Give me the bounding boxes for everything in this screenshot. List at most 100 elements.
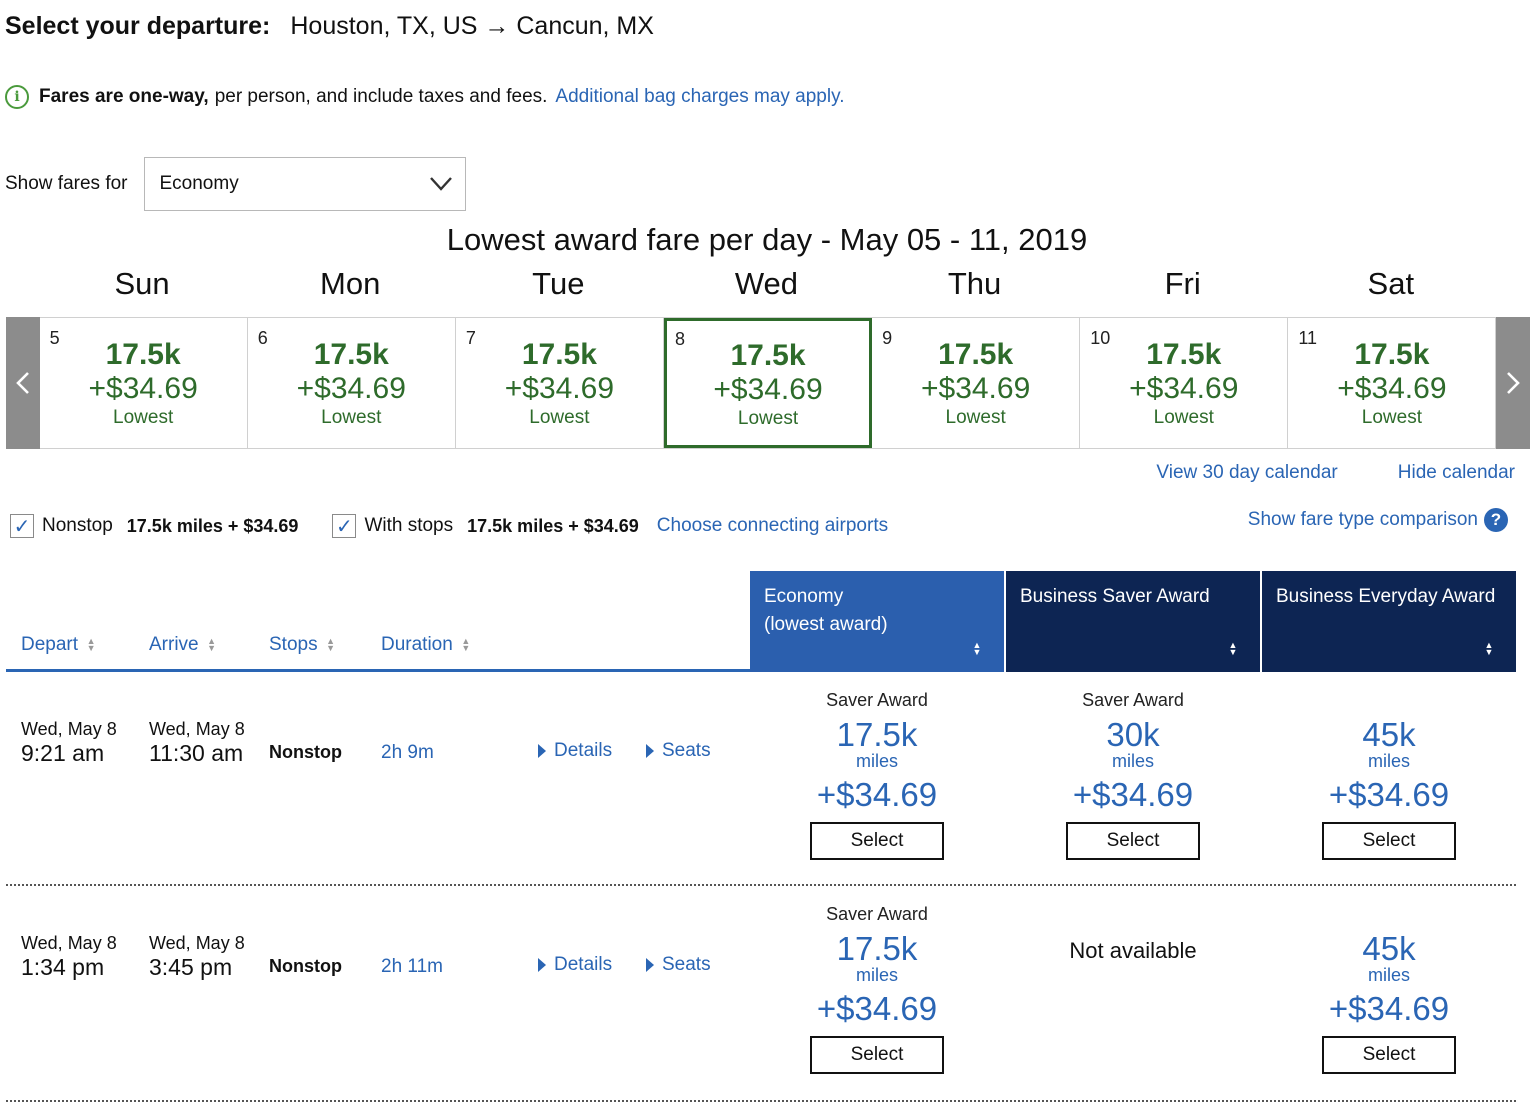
select-button[interactable]: Select xyxy=(1322,822,1456,860)
calendar-days: 5 17.5k +$34.69 Lowest 6 17.5k +$34.69 L… xyxy=(39,317,1497,449)
select-button[interactable]: Select xyxy=(1066,822,1200,860)
select-button[interactable]: Select xyxy=(810,822,944,860)
calendar-title: Lowest award fare per day - May 05 - 11,… xyxy=(446,222,1088,257)
fare-comparison[interactable]: Show fare type comparison ? xyxy=(1248,508,1508,532)
select-button[interactable]: Select xyxy=(810,1036,944,1074)
arrive-header-label: Arrive xyxy=(149,634,199,655)
fare-miles: 30k xyxy=(1106,716,1160,753)
sort-icon: ▲ ▼ xyxy=(1228,640,1238,657)
calendar-day[interactable]: 10 17.5k +$34.69 Lowest xyxy=(1080,318,1289,448)
business-everyday-fare: 45k miles +$34.69 Select xyxy=(1262,886,1516,1074)
calendar-day[interactable]: 6 17.5k +$34.69 Lowest xyxy=(247,318,456,448)
seats-link[interactable]: Seats xyxy=(646,740,711,762)
depart-time: 9:21 am xyxy=(21,740,105,766)
day-number: 7 xyxy=(465,328,476,348)
depart-date: Wed, May 8 xyxy=(21,719,117,739)
with-stops-price: 17.5k miles + $34.69 xyxy=(467,515,639,536)
details-label: Details xyxy=(554,954,613,975)
sort-arrive[interactable]: Arrive ▲ ▼ xyxy=(149,634,217,656)
duration-value: 2h 9m xyxy=(381,742,434,763)
cabin-select[interactable]: Economy xyxy=(143,157,466,211)
triangle-right-icon xyxy=(538,744,546,758)
business-saver-column-header[interactable]: Business Saver Award ▲ ▼ xyxy=(1006,571,1260,672)
notice-text: per person, and include taxes and fees. xyxy=(214,86,548,107)
flight-row: Wed, May 8 1:34 pm Wed, May 8 3:45 pm No… xyxy=(6,886,1516,1102)
business-everyday-fare: 45k miles +$34.69 Select xyxy=(1262,672,1516,860)
day-miles: 17.5k xyxy=(1146,338,1222,371)
details-link[interactable]: Details xyxy=(538,740,612,762)
sort-depart[interactable]: Depart ▲ ▼ xyxy=(21,634,96,656)
calendar-prev-button[interactable] xyxy=(6,317,40,449)
day-name: Fri xyxy=(1164,266,1201,301)
fare-type xyxy=(1262,904,1516,928)
day-number: 8 xyxy=(674,329,685,349)
business-everyday-column-header[interactable]: Business Everyday Award ▲ ▼ xyxy=(1262,571,1516,672)
fare-miles-label: miles xyxy=(1367,965,1410,985)
calendar-day[interactable]: 7 17.5k +$34.69 Lowest xyxy=(455,318,664,448)
stops-header-label: Stops xyxy=(269,634,318,655)
day-label: Lowest xyxy=(529,407,590,428)
triangle-right-icon xyxy=(646,744,654,758)
flight-row: Wed, May 8 9:21 am Wed, May 8 11:30 am N… xyxy=(6,672,1516,886)
table-header xyxy=(6,571,750,672)
day-number: 5 xyxy=(49,328,60,348)
triangle-right-icon xyxy=(646,958,654,972)
nonstop-label: Nonstop xyxy=(42,515,113,536)
view-30-day-calendar-link[interactable]: View 30 day calendar xyxy=(1156,462,1338,483)
day-name: Wed xyxy=(734,266,799,301)
info-icon: i xyxy=(5,85,29,109)
fare-notice: i Fares are one-way, per person, and inc… xyxy=(5,84,844,110)
sort-duration[interactable]: Duration ▲ ▼ xyxy=(381,634,471,656)
stop-filters: ✓ Nonstop 17.5k miles + $34.69 ✓ With st… xyxy=(10,512,888,540)
calendar-day[interactable]: 5 17.5k +$34.69 Lowest xyxy=(39,318,248,448)
select-button[interactable]: Select xyxy=(1322,1036,1456,1074)
calendar-next-button[interactable] xyxy=(1496,317,1530,449)
fare-miles-label: miles xyxy=(855,751,898,771)
fare-miles-label: miles xyxy=(855,965,898,985)
hide-calendar-link[interactable]: Hide calendar xyxy=(1397,462,1515,483)
fare-comparison-link[interactable]: Show fare type comparison xyxy=(1247,509,1478,530)
sort-icon: ▲ ▼ xyxy=(1484,640,1494,657)
nonstop-checkbox[interactable]: ✓ xyxy=(10,514,34,538)
calendar-day-selected[interactable]: 8 17.5k +$34.69 Lowest xyxy=(663,318,873,448)
arrive-cell: Wed, May 8 3:45 pm xyxy=(149,932,245,980)
details-label: Details xyxy=(554,740,613,761)
day-name: Sat xyxy=(1367,266,1415,301)
calendar-day[interactable]: 11 17.5k +$34.69 Lowest xyxy=(1288,318,1497,448)
day-number: 11 xyxy=(1298,328,1317,348)
title-route: Houston, TX, US → Cancun, MX xyxy=(290,11,654,40)
business-saver-fare: Not available xyxy=(1006,886,1260,964)
sort-stops[interactable]: Stops ▲ ▼ xyxy=(269,634,336,656)
business-saver-fare: Saver Award 30k miles +$34.69 Select xyxy=(1006,672,1260,860)
connecting-airports-link[interactable]: Choose connecting airports xyxy=(656,515,889,536)
day-miles: 17.5k xyxy=(938,338,1014,371)
day-label: Lowest xyxy=(113,407,174,428)
details-link[interactable]: Details xyxy=(538,954,612,976)
sort-icon: ▲ ▼ xyxy=(972,640,982,657)
fare-type xyxy=(1262,690,1516,714)
calendar-day[interactable]: 9 17.5k +$34.69 Lowest xyxy=(872,318,1081,448)
with-stops-checkbox[interactable]: ✓ xyxy=(332,514,357,538)
day-label: Lowest xyxy=(321,407,382,428)
fare-miles: 45k xyxy=(1362,930,1416,967)
day-label: Lowest xyxy=(1361,407,1422,428)
bag-charges-link[interactable]: Additional bag charges may apply. xyxy=(555,86,845,107)
day-number: 9 xyxy=(882,328,893,348)
fare-price: +$34.69 xyxy=(1328,990,1450,1027)
day-miles: 17.5k xyxy=(1354,338,1430,371)
day-price: +$34.69 xyxy=(713,373,823,406)
arrive-date: Wed, May 8 xyxy=(149,719,245,739)
calendar-day-names: Sun Mon Tue Wed Thu Fri Sat xyxy=(38,266,1495,306)
economy-column-header[interactable]: Economy (lowest award) ▲ ▼ xyxy=(750,571,1004,672)
arrive-date: Wed, May 8 xyxy=(149,933,245,953)
chevron-right-icon xyxy=(1507,372,1521,394)
sort-icon: ▲ ▼ xyxy=(86,636,96,653)
seats-link[interactable]: Seats xyxy=(646,954,711,976)
day-label: Lowest xyxy=(1153,407,1214,428)
fare-miles: 45k xyxy=(1362,716,1416,753)
question-icon[interactable]: ? xyxy=(1484,508,1508,532)
arrive-time: 11:30 am xyxy=(149,740,244,766)
stops-value: Nonstop xyxy=(269,956,342,976)
fare-type: Saver Award xyxy=(1082,690,1184,710)
day-name: Sun xyxy=(114,266,170,301)
